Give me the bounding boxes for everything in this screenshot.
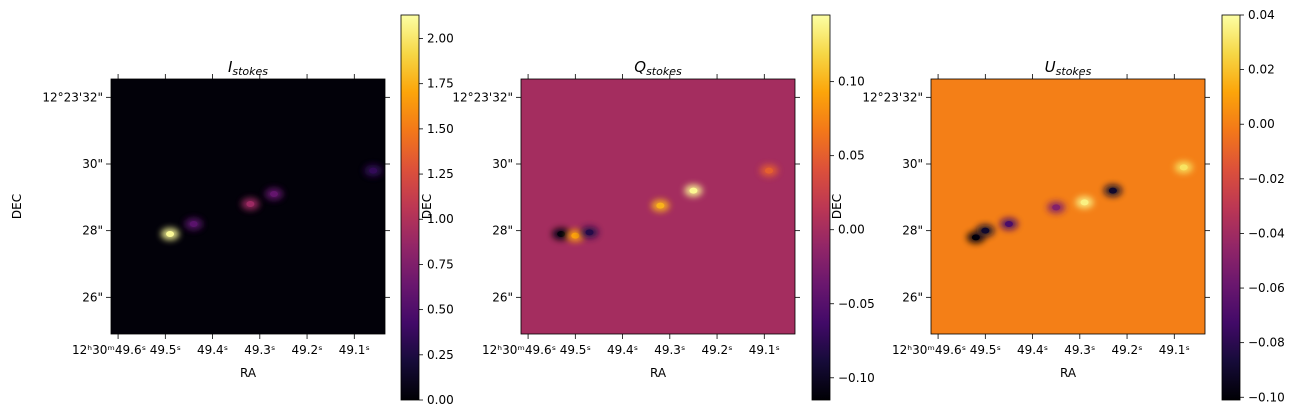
title-subscript: stokes bbox=[232, 65, 268, 78]
panel-3: Ustokes 12ʰ30ᵐ49.6ˢ 49.5ˢ 49.4ˢ 49.3ˢ 49.2ˢ 49… bbox=[830, 8, 1285, 404]
feature-core-2 bbox=[189, 221, 198, 227]
y-axis-label: DEC bbox=[830, 194, 844, 219]
y-tick-label: 26" bbox=[82, 290, 103, 304]
emission-features bbox=[161, 164, 383, 240]
colorbar-tick-label: 1.75 bbox=[427, 77, 454, 91]
colorbar bbox=[400, 14, 420, 401]
panel-title: Istokes bbox=[228, 58, 268, 78]
feature-core-4 bbox=[269, 191, 278, 197]
colorbar-tick-label: −0.10 bbox=[1248, 390, 1285, 404]
feature-core-1 bbox=[971, 234, 980, 241]
x-tick-label: 12ʰ30ᵐ49.6ˢ bbox=[72, 343, 146, 357]
feature-core-4 bbox=[656, 202, 665, 209]
y-axis-label: DEC bbox=[10, 194, 24, 219]
panel-title: Qstokes bbox=[634, 58, 682, 78]
image-background bbox=[931, 79, 1205, 334]
colorbar bbox=[811, 14, 831, 401]
colorbar-tick-label: 0.05 bbox=[838, 149, 865, 163]
colorbar-tick-label: 1.50 bbox=[427, 122, 454, 136]
y-tick-label: 28" bbox=[902, 224, 923, 238]
colorbar-tick-label: −0.02 bbox=[1248, 172, 1285, 186]
feature-core-6 bbox=[1108, 187, 1117, 194]
y-tick-label: 26" bbox=[492, 290, 513, 304]
y-tick-label: 12°23'32" bbox=[452, 90, 513, 104]
x-tick-label: 49.3ˢ bbox=[1064, 343, 1095, 357]
y-tick-label: 28" bbox=[82, 224, 103, 238]
colorbar-tick-label: −0.08 bbox=[1248, 336, 1285, 350]
y-tick-label: 28" bbox=[492, 224, 513, 238]
x-tick-label: 49.1ˢ bbox=[339, 343, 370, 357]
colorbar-tick-label: 0.25 bbox=[427, 348, 454, 362]
y-tick-label: 26" bbox=[902, 290, 923, 304]
x-tick-label: 49.5ˢ bbox=[560, 343, 591, 357]
panel-1: Istokes 12ʰ30ᵐ49.6ˢ 49.5ˢ 49.4ˢ 49.3ˢ 49.2ˢ 49… bbox=[10, 14, 454, 407]
colorbar-tick-label: 0.75 bbox=[427, 257, 454, 271]
colorbar-tick-label: 0.00 bbox=[1248, 117, 1275, 131]
feature-core-1 bbox=[166, 231, 175, 237]
feature-core-2 bbox=[981, 227, 990, 234]
colorbar-tick-label: 0.00 bbox=[838, 223, 865, 237]
panel-2: Qstokes 12ʰ30ᵐ49.6ˢ 49.5ˢ 49.4ˢ 49.3ˢ 49.2ˢ 49… bbox=[420, 14, 875, 401]
x-axis-label: RA bbox=[650, 366, 667, 380]
feature-core-5 bbox=[689, 187, 698, 194]
colorbar-tick-label: −0.05 bbox=[838, 297, 875, 311]
y-tick-label: 30" bbox=[82, 157, 103, 171]
x-tick-label: 49.1ˢ bbox=[749, 343, 780, 357]
panel-title: Ustokes bbox=[1045, 58, 1092, 78]
colorbar-tick-label: 0.50 bbox=[427, 303, 454, 317]
x-tick-label: 49.4ˢ bbox=[197, 343, 228, 357]
feature-core-3 bbox=[585, 229, 594, 236]
title-subscript: stokes bbox=[646, 65, 682, 78]
feature-core-5 bbox=[1080, 199, 1089, 206]
colorbar-tick-label: 1.25 bbox=[427, 167, 454, 181]
x-tick-label: 12ʰ30ᵐ49.6ˢ bbox=[892, 343, 966, 357]
title-main: I bbox=[228, 58, 233, 76]
colorbar-tick-label: −0.10 bbox=[838, 371, 875, 385]
x-tick-label: 49.3ˢ bbox=[244, 343, 275, 357]
y-tick-label: 12°23'32" bbox=[42, 90, 103, 104]
x-axis-label: RA bbox=[240, 366, 257, 380]
feature-core-7 bbox=[1179, 164, 1188, 171]
emission-features bbox=[966, 161, 1193, 244]
colorbar-tick-label: −0.06 bbox=[1248, 281, 1285, 295]
y-axis-label: DEC bbox=[420, 194, 434, 219]
x-axis-label: RA bbox=[1060, 366, 1077, 380]
feature-core-6 bbox=[765, 167, 774, 174]
x-tick-label: 49.5ˢ bbox=[150, 343, 181, 357]
x-tick-label: 49.4ˢ bbox=[607, 343, 638, 357]
colorbar-tick-label: 0.10 bbox=[838, 75, 865, 89]
feature-core-3 bbox=[1004, 221, 1013, 227]
y-tick-label: 12°23'32" bbox=[862, 90, 923, 104]
x-tick-label: 49.1ˢ bbox=[1159, 343, 1190, 357]
colorbar-tick-label: 2.00 bbox=[427, 31, 454, 45]
x-tick-label: 49.5ˢ bbox=[970, 343, 1001, 357]
colorbar-tick-label: 0.00 bbox=[427, 393, 454, 407]
y-tick-label: 30" bbox=[492, 157, 513, 171]
emission-features bbox=[552, 164, 779, 242]
title-main: U bbox=[1045, 58, 1056, 76]
colorbar-tick-label: 0.02 bbox=[1248, 63, 1275, 77]
feature-core-1 bbox=[557, 231, 566, 237]
colorbar-tick-label: −0.04 bbox=[1248, 226, 1285, 240]
feature-core-2 bbox=[571, 232, 580, 239]
title-main: Q bbox=[634, 58, 646, 76]
y-tick-label: 30" bbox=[902, 157, 923, 171]
feature-core-4 bbox=[1052, 204, 1061, 211]
x-tick-label: 49.2ˢ bbox=[1111, 343, 1142, 357]
x-tick-label: 49.2ˢ bbox=[701, 343, 732, 357]
axes-frame bbox=[110, 78, 386, 335]
x-tick-label: 49.4ˢ bbox=[1017, 343, 1048, 357]
axes-frame bbox=[930, 78, 1206, 335]
axes-frame bbox=[520, 78, 796, 335]
colorbar-tick-label: 0.04 bbox=[1248, 8, 1275, 22]
colorbar bbox=[1221, 14, 1241, 401]
x-tick-label: 49.2ˢ bbox=[291, 343, 322, 357]
title-subscript: stokes bbox=[1056, 65, 1092, 78]
feature-core-3 bbox=[246, 201, 255, 207]
feature-core-5 bbox=[369, 167, 378, 174]
x-tick-label: 12ʰ30ᵐ49.6ˢ bbox=[482, 343, 556, 357]
colorbar-tick-label: 1.00 bbox=[427, 212, 454, 226]
x-tick-label: 49.3ˢ bbox=[654, 343, 685, 357]
